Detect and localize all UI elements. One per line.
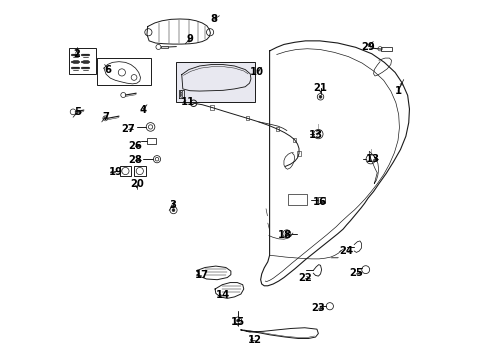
Text: 18: 18 bbox=[277, 230, 291, 239]
Text: 1: 1 bbox=[394, 86, 401, 96]
Text: 25: 25 bbox=[349, 267, 363, 278]
Bar bbox=[161, 46, 167, 48]
Text: 14: 14 bbox=[215, 291, 230, 301]
Bar bbox=[69, 48, 96, 74]
Bar bbox=[317, 197, 325, 203]
Bar bbox=[381, 46, 391, 51]
Text: 7: 7 bbox=[102, 112, 108, 122]
Text: 17: 17 bbox=[194, 270, 208, 280]
Text: 22: 22 bbox=[297, 273, 311, 283]
Text: 21: 21 bbox=[313, 83, 327, 93]
Bar bbox=[97, 58, 150, 85]
Text: 11: 11 bbox=[181, 97, 195, 107]
Text: 2: 2 bbox=[73, 49, 80, 59]
Bar bbox=[292, 138, 296, 142]
Bar bbox=[245, 116, 249, 121]
Bar bbox=[275, 127, 279, 131]
Text: 15: 15 bbox=[230, 317, 244, 327]
Circle shape bbox=[172, 209, 175, 212]
Text: 10: 10 bbox=[249, 67, 264, 77]
Text: 8: 8 bbox=[210, 14, 217, 24]
Circle shape bbox=[319, 95, 321, 98]
Bar bbox=[120, 166, 131, 176]
Text: 9: 9 bbox=[186, 34, 193, 44]
Bar bbox=[147, 138, 155, 144]
Text: 23: 23 bbox=[310, 303, 324, 314]
Text: 4: 4 bbox=[140, 105, 146, 115]
Bar bbox=[134, 166, 145, 176]
Text: 3: 3 bbox=[169, 200, 176, 210]
Text: 20: 20 bbox=[130, 179, 143, 189]
Text: 13: 13 bbox=[308, 130, 323, 140]
Text: 16: 16 bbox=[312, 197, 326, 207]
Text: 5: 5 bbox=[74, 107, 81, 117]
Text: 26: 26 bbox=[128, 140, 142, 150]
Text: 28: 28 bbox=[128, 155, 142, 165]
Text: 13: 13 bbox=[365, 154, 379, 164]
Text: 19: 19 bbox=[108, 167, 122, 177]
Bar bbox=[287, 194, 306, 205]
Text: 24: 24 bbox=[339, 246, 353, 256]
Text: 12: 12 bbox=[247, 334, 261, 345]
Bar bbox=[176, 62, 255, 102]
Text: 29: 29 bbox=[361, 42, 374, 51]
Text: 6: 6 bbox=[104, 64, 111, 75]
Circle shape bbox=[236, 319, 239, 322]
Bar bbox=[297, 151, 300, 156]
Bar bbox=[210, 105, 214, 110]
Text: 27: 27 bbox=[121, 124, 135, 134]
